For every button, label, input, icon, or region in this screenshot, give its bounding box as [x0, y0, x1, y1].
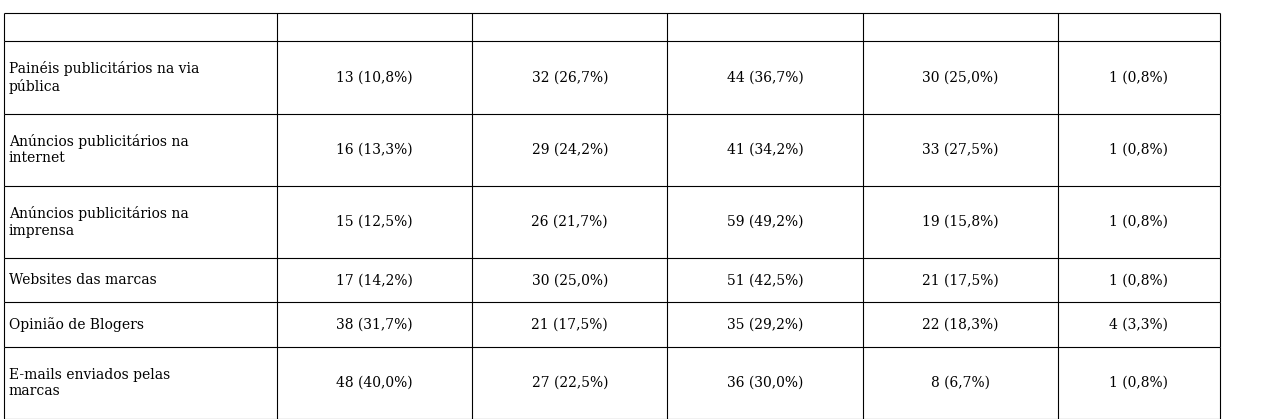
Text: 27 (22,5%): 27 (22,5%) — [532, 376, 608, 390]
Text: 36 (30,0%): 36 (30,0%) — [727, 376, 803, 390]
Text: 29 (24,2%): 29 (24,2%) — [532, 143, 608, 157]
Text: 35 (29,2%): 35 (29,2%) — [727, 318, 803, 331]
Text: 16 (13,3%): 16 (13,3%) — [336, 143, 412, 157]
Text: Websites das marcas: Websites das marcas — [9, 273, 156, 287]
Text: Painéis publicitários na via
pública: Painéis publicitários na via pública — [9, 62, 199, 94]
Text: 51 (42,5%): 51 (42,5%) — [727, 273, 803, 287]
Text: 21 (17,5%): 21 (17,5%) — [532, 318, 608, 331]
Text: 13 (10,8%): 13 (10,8%) — [336, 70, 412, 85]
Text: 41 (34,2%): 41 (34,2%) — [727, 143, 803, 157]
Text: 30 (25,0%): 30 (25,0%) — [532, 273, 608, 287]
Text: 1 (0,8%): 1 (0,8%) — [1109, 273, 1169, 287]
Text: 1 (0,8%): 1 (0,8%) — [1109, 70, 1169, 85]
Text: 38 (31,7%): 38 (31,7%) — [336, 318, 412, 331]
Text: 17 (14,2%): 17 (14,2%) — [336, 273, 412, 287]
Text: 1 (0,8%): 1 (0,8%) — [1109, 215, 1169, 229]
Text: 48 (40,0%): 48 (40,0%) — [336, 376, 412, 390]
Text: 44 (36,7%): 44 (36,7%) — [727, 70, 803, 85]
Text: 30 (25,0%): 30 (25,0%) — [923, 70, 999, 85]
Text: 4 (3,3%): 4 (3,3%) — [1109, 318, 1169, 331]
Text: Opinião de Blogers: Opinião de Blogers — [9, 317, 143, 332]
Text: Anúncios publicitários na
imprensa: Anúncios publicitários na imprensa — [9, 207, 189, 238]
Text: E-mails enviados pelas
marcas: E-mails enviados pelas marcas — [9, 368, 170, 398]
Text: 1 (0,8%): 1 (0,8%) — [1109, 376, 1169, 390]
Text: 26 (21,7%): 26 (21,7%) — [532, 215, 608, 229]
Text: 22 (18,3%): 22 (18,3%) — [923, 318, 999, 331]
Text: 15 (12,5%): 15 (12,5%) — [336, 215, 412, 229]
Text: 32 (26,7%): 32 (26,7%) — [532, 70, 608, 85]
Text: 33 (27,5%): 33 (27,5%) — [923, 143, 999, 157]
Text: 19 (15,8%): 19 (15,8%) — [923, 215, 999, 229]
Text: 8 (6,7%): 8 (6,7%) — [931, 376, 990, 390]
Text: Anúncios publicitários na
internet: Anúncios publicitários na internet — [9, 134, 189, 166]
Text: 21 (17,5%): 21 (17,5%) — [923, 273, 999, 287]
Text: 59 (49,2%): 59 (49,2%) — [727, 215, 803, 229]
Text: 1 (0,8%): 1 (0,8%) — [1109, 143, 1169, 157]
